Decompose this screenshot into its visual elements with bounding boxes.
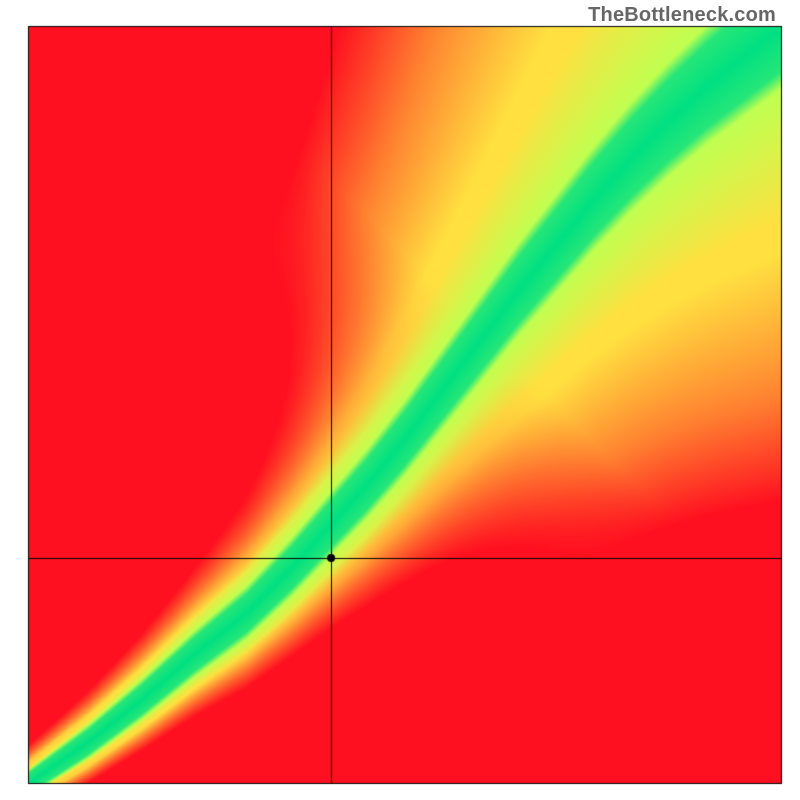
watermark-label: TheBottleneck.com [588,4,776,27]
bottleneck-heatmap [0,0,800,800]
chart-container: TheBottleneck.com [0,0,800,800]
